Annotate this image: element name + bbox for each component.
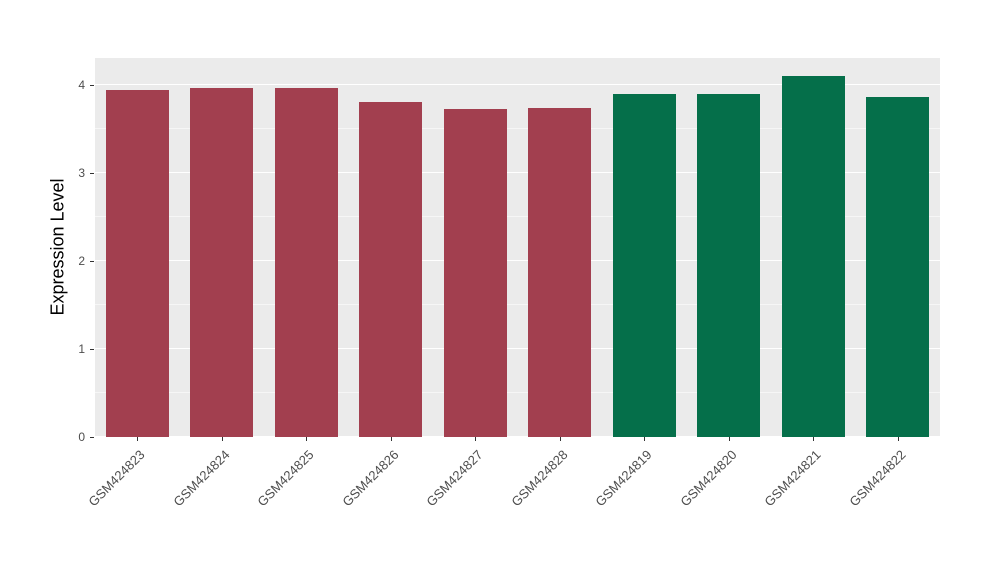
bar-GSM424828	[528, 108, 592, 437]
gridline-major	[95, 348, 940, 350]
bar-GSM424822	[866, 96, 930, 437]
x-tick-mark	[644, 437, 646, 441]
gridline-minor	[95, 216, 940, 218]
bar-GSM424821	[781, 76, 845, 437]
bar-GSM424826	[359, 101, 423, 437]
y-tick-label: 3	[78, 166, 85, 181]
y-tick-mark	[90, 261, 94, 263]
bar-GSM424824	[190, 87, 254, 437]
x-tick-label: GSM424822	[846, 447, 909, 510]
y-tick-mark	[90, 349, 94, 351]
y-tick-label: 0	[78, 430, 85, 444]
x-tick-mark	[137, 437, 139, 441]
y-tick-mark	[90, 173, 94, 175]
x-tick-label: GSM424825	[254, 447, 317, 510]
gridline-minor	[95, 392, 940, 394]
y-tick-label: 2	[78, 254, 85, 269]
gridline-major	[95, 84, 940, 86]
x-tick-label: GSM424827	[423, 447, 486, 510]
gridline-minor	[95, 304, 940, 306]
x-tick-label: GSM424821	[761, 447, 824, 510]
y-tick-label: 4	[78, 78, 85, 93]
x-tick-mark	[390, 437, 392, 441]
bar-GSM424820	[697, 94, 761, 437]
x-tick-mark	[728, 437, 730, 441]
x-tick-mark	[897, 437, 899, 441]
y-axis-title: Expression Level	[47, 178, 68, 316]
bar-GSM424825	[274, 87, 338, 437]
gridline-major	[95, 260, 940, 262]
bar-GSM424823	[105, 89, 169, 437]
x-tick-mark	[221, 437, 223, 441]
y-tick-mark	[90, 85, 94, 87]
y-tick-label: 1	[78, 342, 85, 357]
plot-panel	[95, 58, 940, 437]
x-tick-label: GSM424819	[592, 447, 655, 510]
gridline-major	[95, 172, 940, 174]
x-tick-mark	[475, 437, 477, 441]
gridline-major	[95, 436, 940, 437]
x-tick-mark	[306, 437, 308, 441]
bar-GSM424827	[443, 109, 507, 437]
bar-GSM424819	[612, 94, 676, 437]
gridline-minor	[95, 128, 940, 130]
x-tick-mark	[559, 437, 561, 441]
y-tick-mark	[90, 437, 94, 438]
x-tick-mark	[813, 437, 815, 441]
x-tick-label: GSM424823	[85, 447, 148, 510]
